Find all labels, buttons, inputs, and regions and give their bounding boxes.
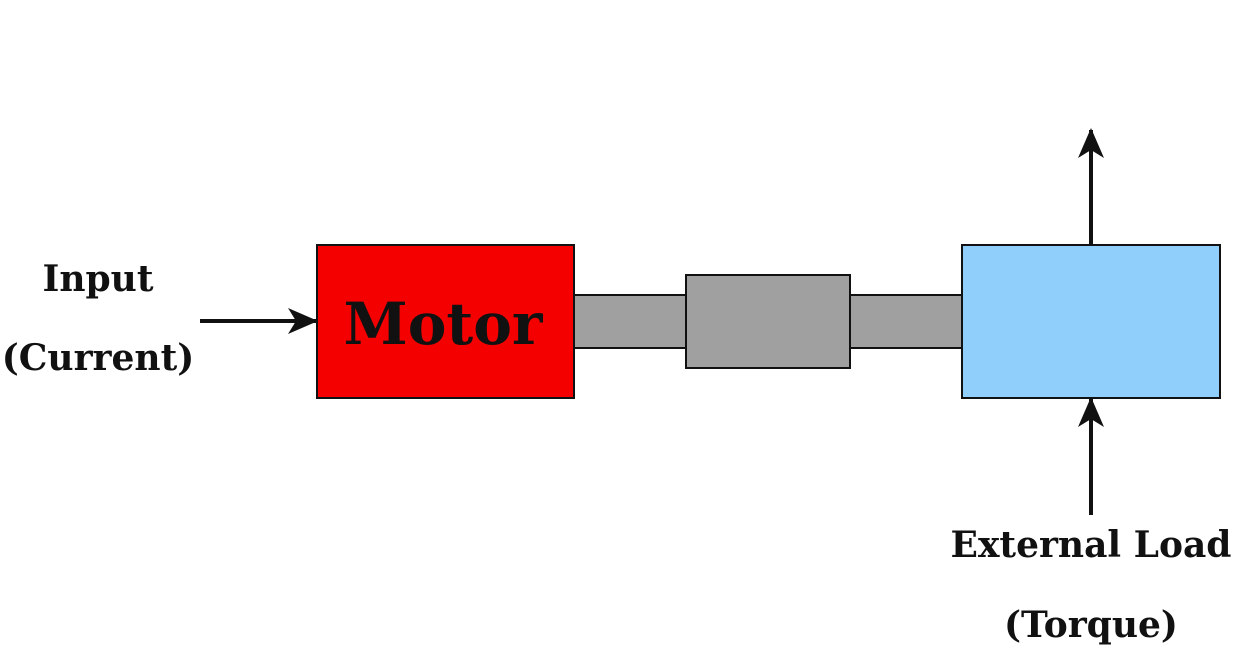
coupling-block — [685, 274, 851, 369]
shaft-right — [848, 294, 964, 349]
external-load-label: External Load — [951, 524, 1232, 566]
input-sublabel: (Current) — [2, 337, 195, 379]
load-block — [961, 244, 1221, 399]
input-label: Input — [43, 258, 154, 300]
motor-label: Motor — [344, 290, 544, 358]
motor-block — [316, 244, 575, 399]
shaft-left — [572, 294, 688, 349]
external-load-sublabel: (Torque) — [1004, 604, 1178, 646]
